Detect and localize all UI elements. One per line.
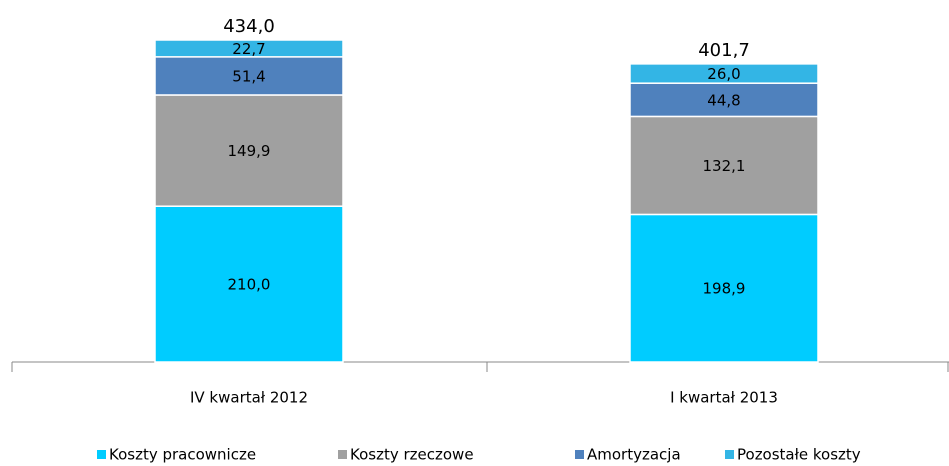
bar-segment [154,205,344,363]
value-label: 149,9 [228,142,271,160]
legend-label: Koszty rzeczowe [350,446,474,464]
bar-segment [629,82,819,118]
legend-swatch [338,450,347,459]
bar-segment [629,115,819,216]
total-label: 401,7 [698,40,750,61]
legend-label: Amortyzacja [587,446,681,464]
value-label: 132,1 [703,157,746,175]
value-label: 198,9 [703,280,746,298]
legend-swatch [575,450,584,459]
legend-label: Koszty pracownicze [109,446,256,464]
value-label: 44,8 [707,91,740,109]
value-label: 210,0 [228,276,271,294]
legend-swatch [97,450,106,459]
bar-segment [154,94,344,207]
value-label: 51,4 [232,67,265,85]
legend-swatch [725,450,734,459]
bar-segment [629,63,819,84]
total-label: 434,0 [223,16,275,37]
value-label: 26,0 [707,65,740,83]
value-label: 22,7 [232,40,265,58]
x-tick-label: I kwartał 2013 [670,389,778,407]
legend-label: Pozostałe koszty [737,446,861,464]
bar-segment [154,39,344,58]
bar-segment [629,213,819,363]
x-tick-label: IV kwartał 2012 [190,389,308,407]
